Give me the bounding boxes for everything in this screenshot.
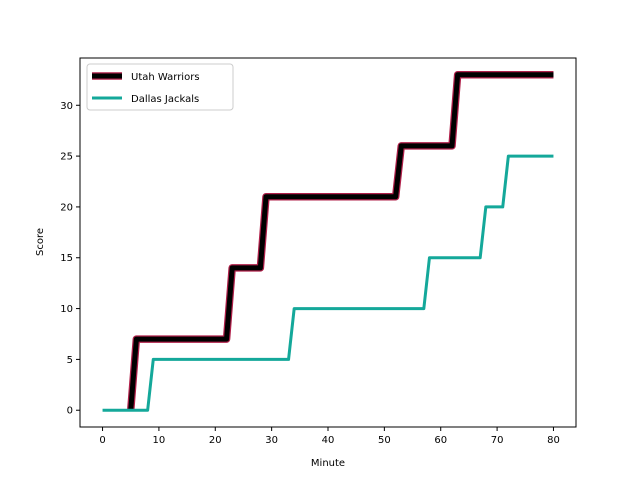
legend: Utah Warriors Dallas Jackals <box>86 63 234 111</box>
legend-label-utah-warriors: Utah Warriors <box>131 72 200 83</box>
y-tick-label: 0 <box>67 406 73 417</box>
x-tick-label: 0 <box>99 435 105 446</box>
y-axis: 0 5 10 15 20 25 30 <box>60 101 80 417</box>
series-line-utah-warriors <box>128 72 554 411</box>
series-line-dallas-jackals <box>102 154 554 412</box>
x-tick-label: 10 <box>153 435 166 446</box>
x-tick-label: 20 <box>209 435 222 446</box>
y-tick-label: 10 <box>60 304 73 315</box>
x-tick-label: 60 <box>434 435 447 446</box>
x-tick-label: 50 <box>378 435 391 446</box>
y-tick-label: 5 <box>67 355 73 366</box>
x-tick-label: 30 <box>265 435 278 446</box>
y-tick-label: 30 <box>60 101 73 112</box>
x-tick-label: 70 <box>491 435 504 446</box>
y-tick-label: 25 <box>60 152 73 163</box>
y-tick-label: 20 <box>60 202 73 213</box>
x-axis: 0 10 20 30 40 50 60 70 80 <box>99 427 560 446</box>
y-tick-label: 15 <box>60 253 73 264</box>
legend-box <box>86 63 234 111</box>
y-axis-label: Score <box>35 228 46 256</box>
x-axis-label: Minute <box>311 458 345 469</box>
series-layer <box>102 71 554 412</box>
legend-label-dallas-jackals: Dallas Jackals <box>131 94 199 105</box>
x-tick-label: 40 <box>322 435 335 446</box>
plot-frame <box>79 57 577 428</box>
x-tick-label: 80 <box>547 435 560 446</box>
